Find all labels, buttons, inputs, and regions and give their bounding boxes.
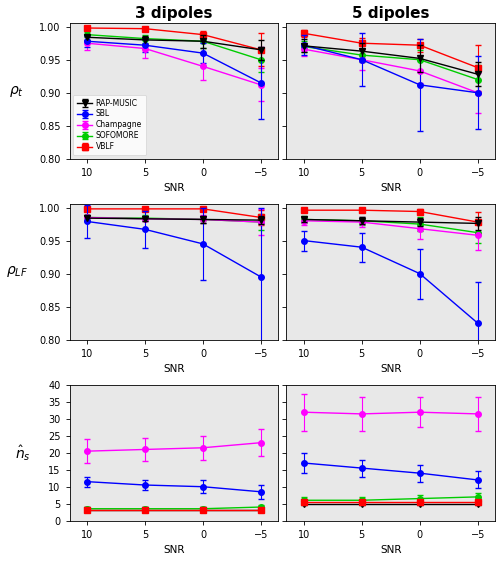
Y-axis label: $\rho_{LF}$: $\rho_{LF}$ <box>6 264 28 279</box>
X-axis label: SNR: SNR <box>380 364 401 374</box>
Title: 5 dipoles: 5 dipoles <box>352 6 429 21</box>
X-axis label: SNR: SNR <box>163 364 185 374</box>
Legend: RAP-MUSIC, SBL, Champagne, SOFOMORE, VBLF: RAP-MUSIC, SBL, Champagne, SOFOMORE, VBL… <box>73 95 146 155</box>
X-axis label: SNR: SNR <box>380 545 401 555</box>
Y-axis label: $\hat{n}_s$: $\hat{n}_s$ <box>15 443 31 463</box>
Title: 3 dipoles: 3 dipoles <box>135 6 213 21</box>
X-axis label: SNR: SNR <box>380 183 401 194</box>
X-axis label: SNR: SNR <box>163 183 185 194</box>
Y-axis label: $\rho_t$: $\rho_t$ <box>10 84 24 99</box>
X-axis label: SNR: SNR <box>163 545 185 555</box>
